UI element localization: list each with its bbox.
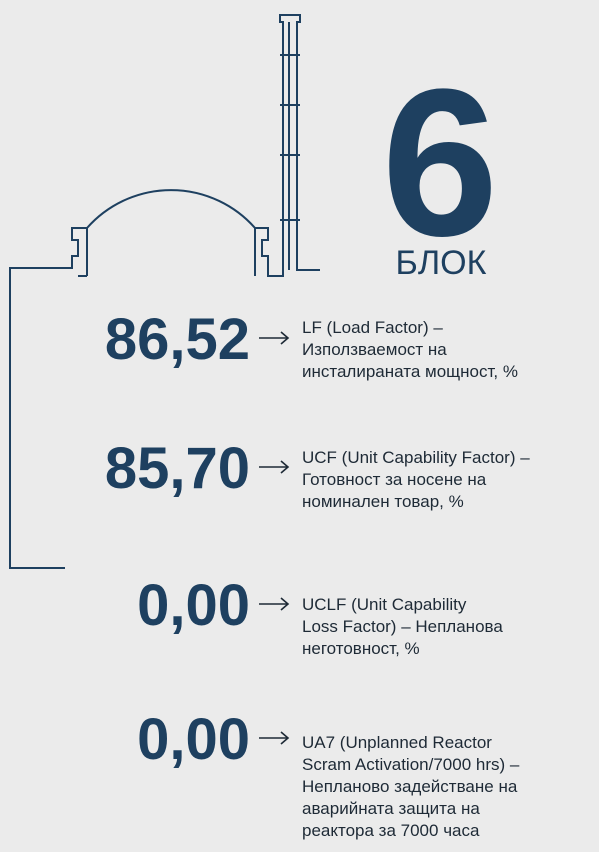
metric-description: Готовност за носене на [302,470,487,489]
metric-description: аварийната защита на [302,799,480,818]
metric-description: Използваемост на [302,340,447,359]
arrow [259,731,290,745]
metric-description: номинален товар, % [302,492,464,511]
metric-value: 0,00 [137,707,250,772]
metric-value: 0,00 [137,573,250,638]
arrow [259,597,290,611]
metric-description: неготовност, % [302,639,420,658]
metric-description: UCF (Unit Capability Factor) – [302,448,530,467]
metric-value: 85,70 [105,436,250,501]
unit-number: 6 [382,45,499,280]
building-outline [9,14,320,569]
metric-description: Непланово задействане на [302,777,518,796]
metrics: 86,52 LF (Load Factor) – Използваемост на и… [105,307,530,840]
metric-description: Loss Factor) – Непланова [302,617,503,636]
arrow [259,331,290,345]
metric-description: LF (Load Factor) – [302,318,443,337]
unit-label: БЛОК [396,244,487,282]
metric-value: 86,52 [105,307,250,372]
arrow [259,460,290,474]
metric-description: Scram Activation/7000 hrs) – [302,755,520,774]
metric-description: UA7 (Unplanned Reactor [302,733,492,752]
metric-description: UCLF (Unit Capability [302,595,467,614]
metric-description: инсталираната мощност, % [302,362,518,381]
metric-description: реактора за 7000 часа [302,821,480,840]
